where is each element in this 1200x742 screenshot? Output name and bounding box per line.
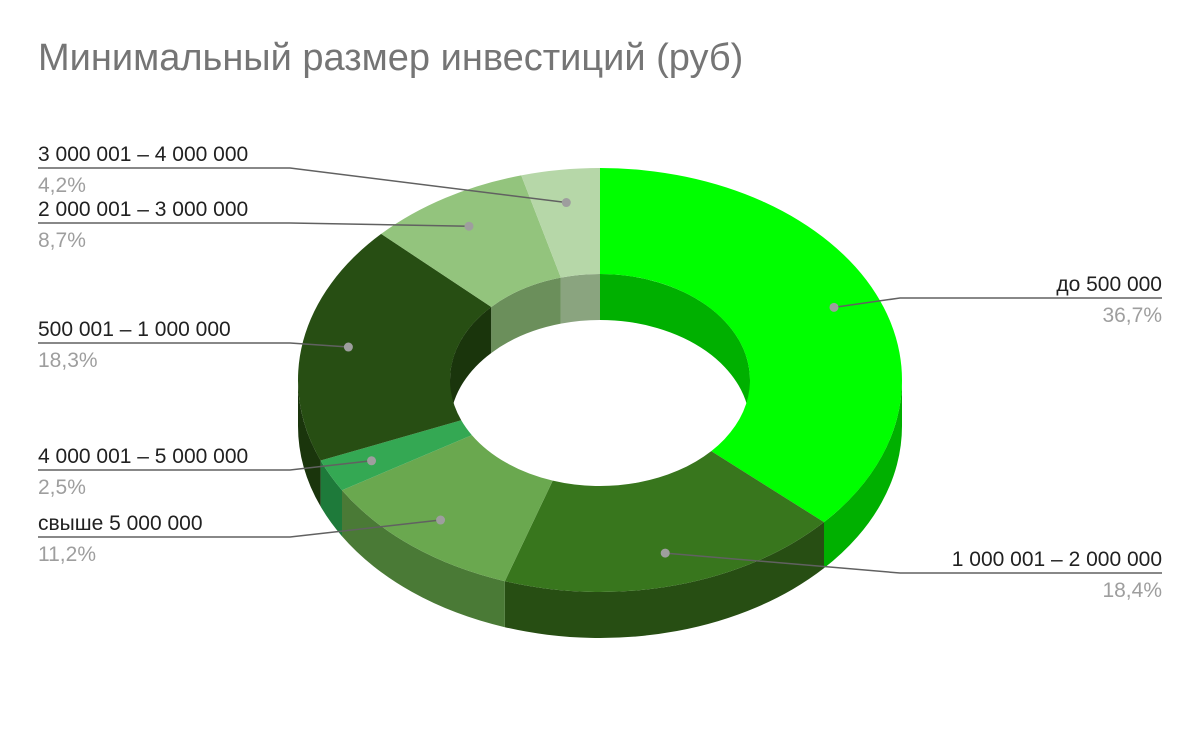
slice-label: 4 000 001 – 5 000 000: [38, 445, 248, 468]
chart-leader-dot: [436, 515, 446, 525]
slice-percent: 4,2%: [38, 174, 86, 197]
slice-percent: 36,7%: [1102, 304, 1162, 327]
chart-slice-inner-wall: [450, 306, 492, 426]
slice-percent: 11,2%: [38, 543, 96, 566]
slice-percent: 18,4%: [1102, 579, 1162, 602]
chart-title: Минимальный размер инвестиций (руб): [38, 37, 743, 79]
slice-label: 3 000 001 – 4 000 000: [38, 143, 248, 166]
chart-leader-line: [38, 460, 372, 471]
slice-label: 500 001 – 1 000 000: [38, 318, 231, 341]
chart-slice-inner-wall: [600, 274, 750, 426]
chart-slice: [297, 233, 492, 461]
chart-leader-line: [833, 297, 1162, 309]
chart-leader-dot: [829, 302, 839, 312]
chart-leader-dot: [660, 548, 670, 558]
chart-slice-inner-wall: [560, 274, 600, 324]
chart-slice-outer-wall: [824, 380, 903, 569]
chart-slice: [342, 435, 553, 582]
chart-leader-dot: [561, 198, 571, 208]
chart-slice-outer-wall: [342, 490, 505, 628]
chart-slice: [381, 175, 561, 307]
chart-slice-inner-wall: [491, 277, 561, 353]
slice-percent: 2,5%: [38, 476, 86, 499]
chart-leader-line: [38, 167, 567, 204]
slice-label: до 500 000: [1056, 273, 1162, 296]
chart-leader-line: [665, 552, 1162, 574]
chart-leader-lines: [38, 167, 1162, 574]
chart-slice-outer-wall: [504, 522, 825, 638]
chart-leader-dot: [367, 456, 377, 466]
chart-leader-line: [38, 519, 441, 538]
chart-slices: [297, 168, 902, 592]
slice-label: свыше 5 000 000: [38, 512, 203, 535]
chart-leader-line: [38, 342, 349, 348]
chart-slice: [521, 168, 600, 278]
chart-leader-dot: [464, 221, 474, 231]
chart-slice: [504, 451, 825, 592]
chart-slice-outer-wall: [298, 380, 321, 507]
chart-slice: [600, 168, 902, 523]
chart-leader-dot: [343, 342, 353, 352]
chart-leader-line: [38, 222, 470, 227]
chart-labels: до 500 000 36,7% 1 000 001 – 2 000 000 18,4…: [38, 143, 1162, 602]
slice-percent: 18,3%: [38, 349, 98, 372]
chart-slice-outer-wall: [320, 460, 343, 537]
slice-label: 2 000 001 – 3 000 000: [38, 198, 248, 221]
chart-slice-sides: [298, 274, 903, 638]
slice-percent: 8,7%: [38, 229, 86, 252]
slice-label: 1 000 001 – 2 000 000: [952, 548, 1162, 571]
chart-slice: [320, 420, 472, 491]
